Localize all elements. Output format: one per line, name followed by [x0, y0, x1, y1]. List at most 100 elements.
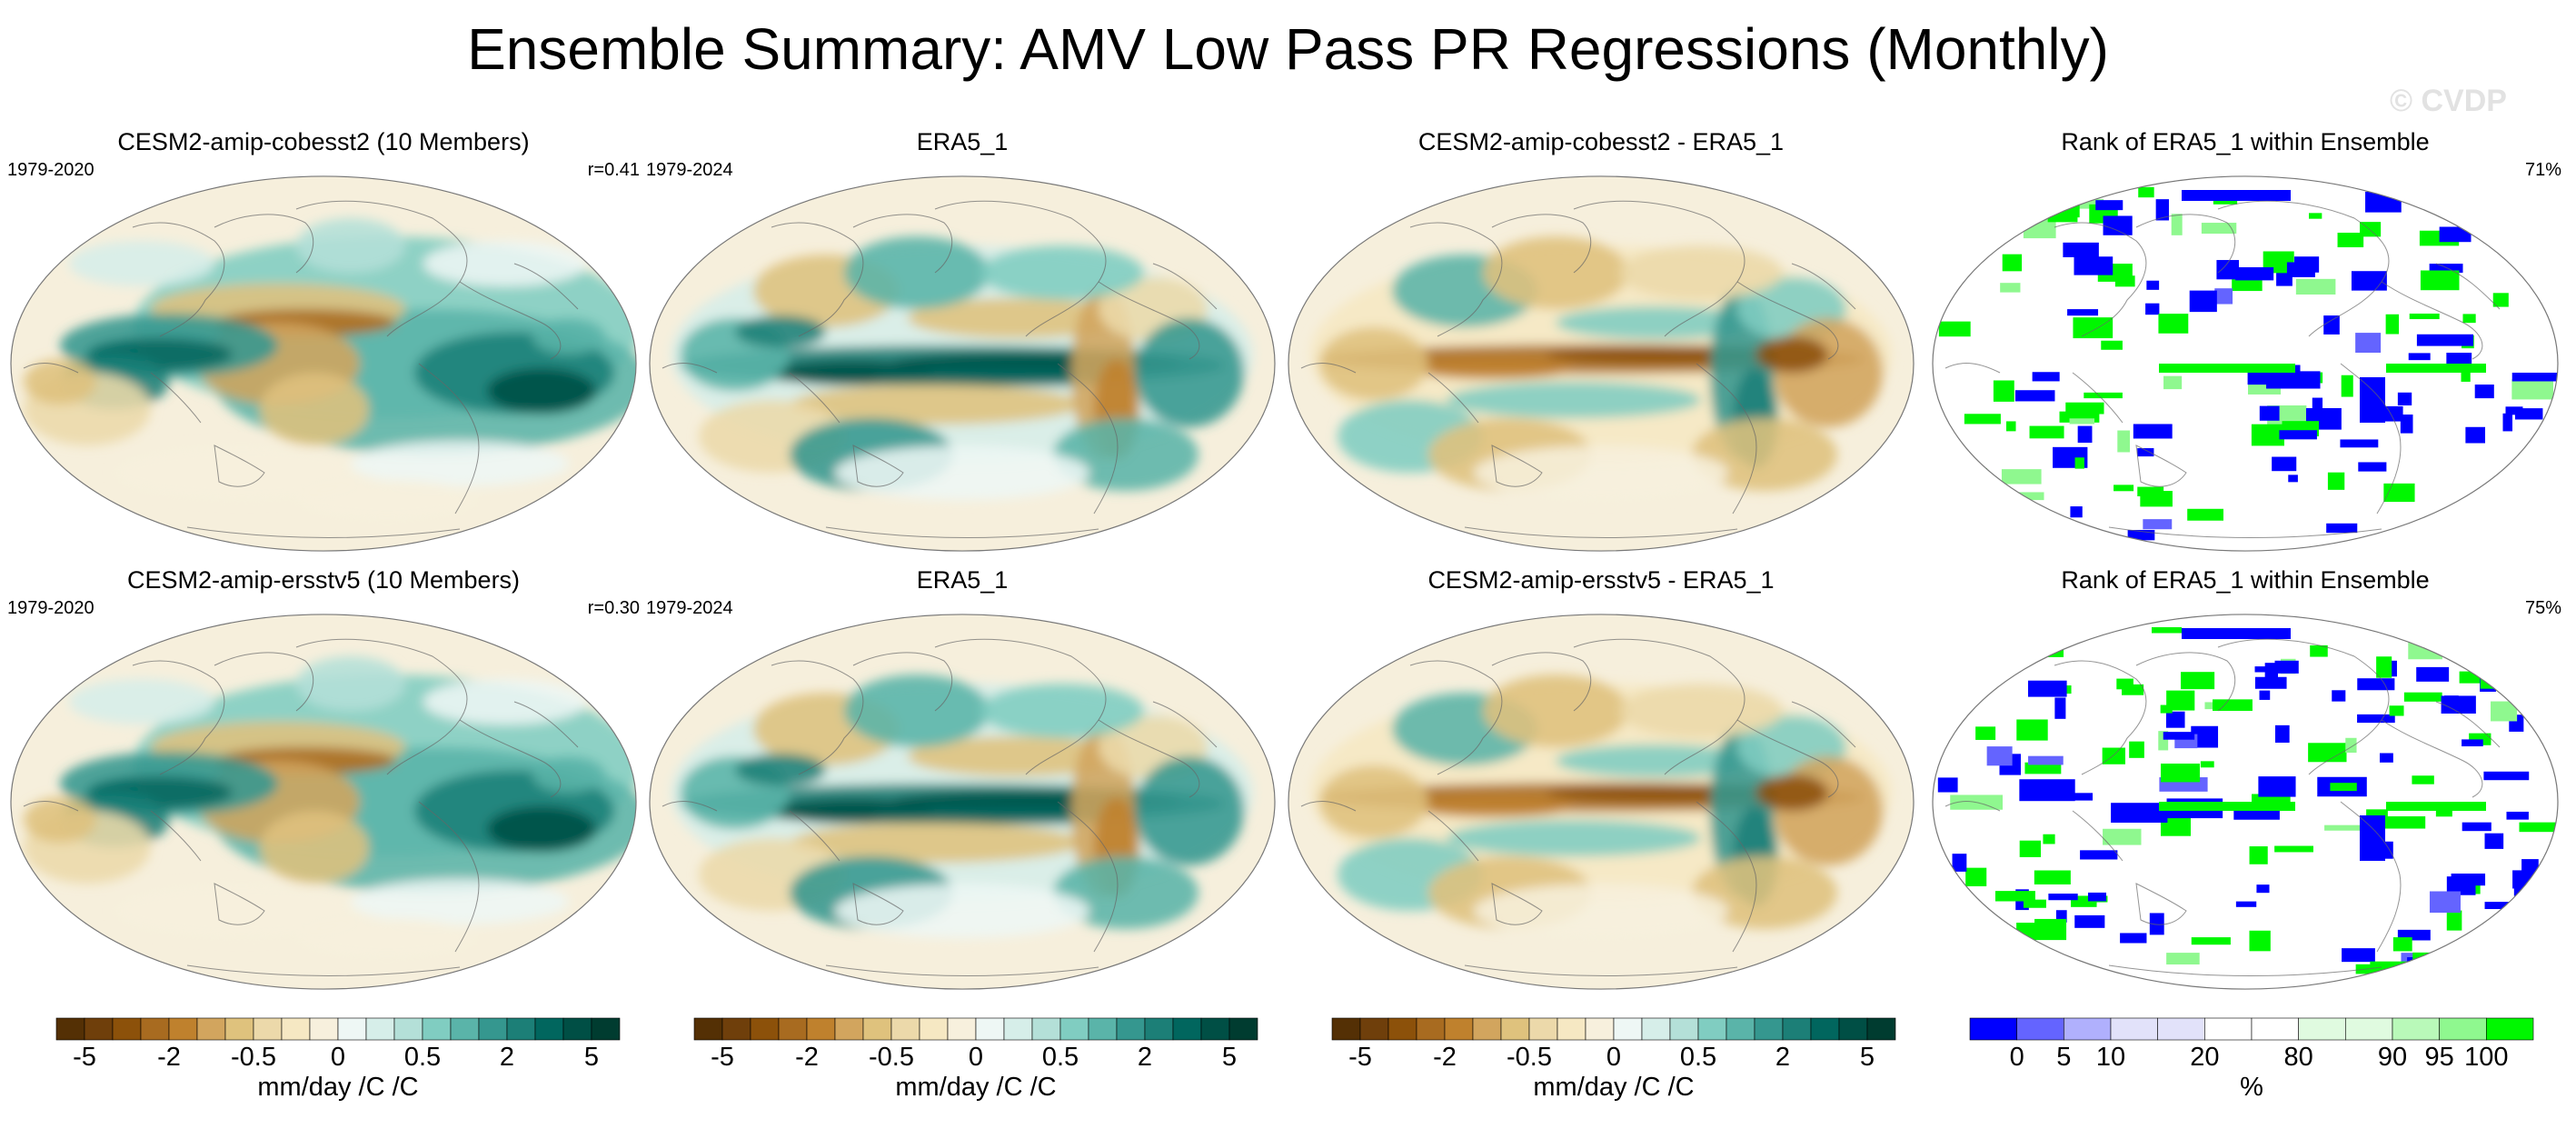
coastline — [1491, 214, 1592, 274]
rank-cell — [2435, 808, 2452, 817]
colorbar-tick-label: 90 — [2378, 1043, 2407, 1072]
colorbar-tick-label: 10 — [2096, 1043, 2125, 1072]
rank-cell — [2429, 264, 2463, 274]
rank-cell — [2358, 462, 2387, 472]
rank-cell — [2120, 933, 2147, 944]
coastline — [2217, 200, 2390, 337]
colorbar-swatch — [1557, 1017, 1586, 1041]
colorbar-swatch — [365, 1017, 395, 1041]
rank-cell — [2000, 283, 2021, 293]
colorbar-tick-label: -5 — [1348, 1043, 1372, 1072]
colorbar-swatch — [1782, 1017, 1812, 1041]
colorbar-tick-label: 5 — [2056, 1043, 2071, 1072]
field-anomaly — [532, 756, 605, 793]
rank-cell — [2029, 425, 2064, 439]
rank-cell — [2461, 365, 2471, 382]
rank-cell — [2511, 924, 2537, 945]
map-border — [649, 614, 1276, 990]
rank-cell — [2332, 690, 2346, 702]
field-anomaly — [24, 359, 96, 405]
rank-cell — [2163, 375, 2183, 390]
colorbar-swatch — [196, 1017, 226, 1041]
colorbar-swatch — [947, 1017, 977, 1041]
rank-cell — [2500, 477, 2521, 491]
rank-cell — [2295, 278, 2336, 295]
colorbar-tick-label: -0.5 — [231, 1043, 276, 1072]
coastline — [661, 363, 718, 374]
rank-cell — [2355, 333, 2382, 353]
field-anomaly — [835, 445, 1089, 500]
rank-cell — [2095, 200, 2123, 211]
coastline — [186, 964, 461, 976]
rank-cell — [2412, 952, 2448, 965]
field-anomaly — [908, 298, 1126, 338]
rank-cell — [2001, 469, 2042, 485]
colorbar-swatch — [1838, 1017, 1868, 1041]
rank-cell — [2323, 315, 2340, 335]
rank-cell — [2259, 405, 2280, 421]
coastline — [1464, 526, 1738, 538]
field-anomaly — [1135, 756, 1244, 865]
colorbar-swatch — [253, 1017, 283, 1041]
rank-cell — [2171, 214, 2183, 235]
colorbar-swatch — [84, 1017, 114, 1041]
rank-cell — [2310, 644, 2328, 657]
rank-cell — [2420, 270, 2460, 291]
rank-cell — [2514, 408, 2543, 420]
field-anomaly — [1556, 306, 1755, 339]
colorbar-tick-label: 5 — [1222, 1043, 1237, 1072]
rank-cell — [2103, 828, 2142, 845]
colorbar-tick-label: -0.5 — [869, 1043, 914, 1072]
rank-cell — [2166, 690, 2195, 711]
rank-cell — [2149, 913, 2164, 935]
rank-cell — [2324, 824, 2382, 831]
coastline — [1427, 810, 1479, 862]
watermark: © CVDP — [2390, 84, 2507, 118]
field-anomaly — [1774, 756, 1883, 865]
map-border — [1288, 614, 1915, 990]
panel-rank-summary: 71% — [2524, 160, 2561, 180]
panel-title: CESM2-amip-ersstv5 - ERA5_1 — [1427, 566, 1775, 594]
rank-cell — [2380, 753, 2393, 763]
rank-cell — [2103, 215, 2133, 235]
field-anomaly — [1483, 674, 1628, 747]
coastline — [1696, 801, 1757, 953]
rank-cell — [1938, 321, 1971, 337]
rank-cell — [2074, 256, 2114, 275]
rank-cell — [2408, 642, 2442, 660]
coastline — [2217, 638, 2390, 775]
panel-title: ERA5_1 — [916, 128, 1009, 155]
rank-cell — [2412, 775, 2434, 784]
field-anomaly — [296, 918, 478, 958]
colorbar-tick-label: -0.5 — [1507, 1043, 1552, 1072]
colorbar-swatch — [2486, 1017, 2534, 1041]
field-anomaly — [908, 736, 1126, 776]
colorbar-swatch — [1669, 1017, 1699, 1041]
coastline — [1057, 363, 1119, 515]
rank-cell — [2259, 690, 2271, 700]
coastline — [23, 801, 79, 812]
rank-cell — [2274, 660, 2299, 674]
panel-obs2-regression: ERA5_1 1979-2024 — [644, 565, 1280, 993]
panel-model1-regression: CESM2-amip-cobesst2 (10 Members) 1979-20… — [5, 127, 642, 555]
rank-cell — [2457, 190, 2474, 205]
panel-diff1-regression: CESM2-amip-cobesst2 - ERA5_1 — [1283, 127, 1919, 555]
colorbar-regression-1: -5 -2 -0.5 0 0.5 2 5 mm/day /C /C — [47, 1016, 629, 1116]
field-anomaly — [1474, 445, 1728, 500]
panel-period: 1979-2020 — [7, 598, 94, 618]
field-anomaly — [260, 811, 369, 884]
coastline — [214, 652, 314, 712]
panel-period: 1979-2024 — [646, 598, 733, 618]
rank-cell — [2034, 870, 2071, 884]
field-anomaly — [1474, 884, 1728, 938]
rank-cell — [2309, 213, 2322, 219]
field-anomaly — [487, 368, 596, 414]
rank-cell — [2032, 372, 2060, 382]
rank-cell — [2462, 739, 2483, 747]
rank-cell — [2101, 340, 2123, 350]
rank-cell — [2158, 731, 2169, 751]
rank-cell — [2288, 475, 2298, 483]
rank-cell — [2145, 303, 2160, 315]
rank-cell — [1994, 891, 2035, 902]
colorbar-tick-label: 0.5 — [1042, 1043, 1079, 1072]
